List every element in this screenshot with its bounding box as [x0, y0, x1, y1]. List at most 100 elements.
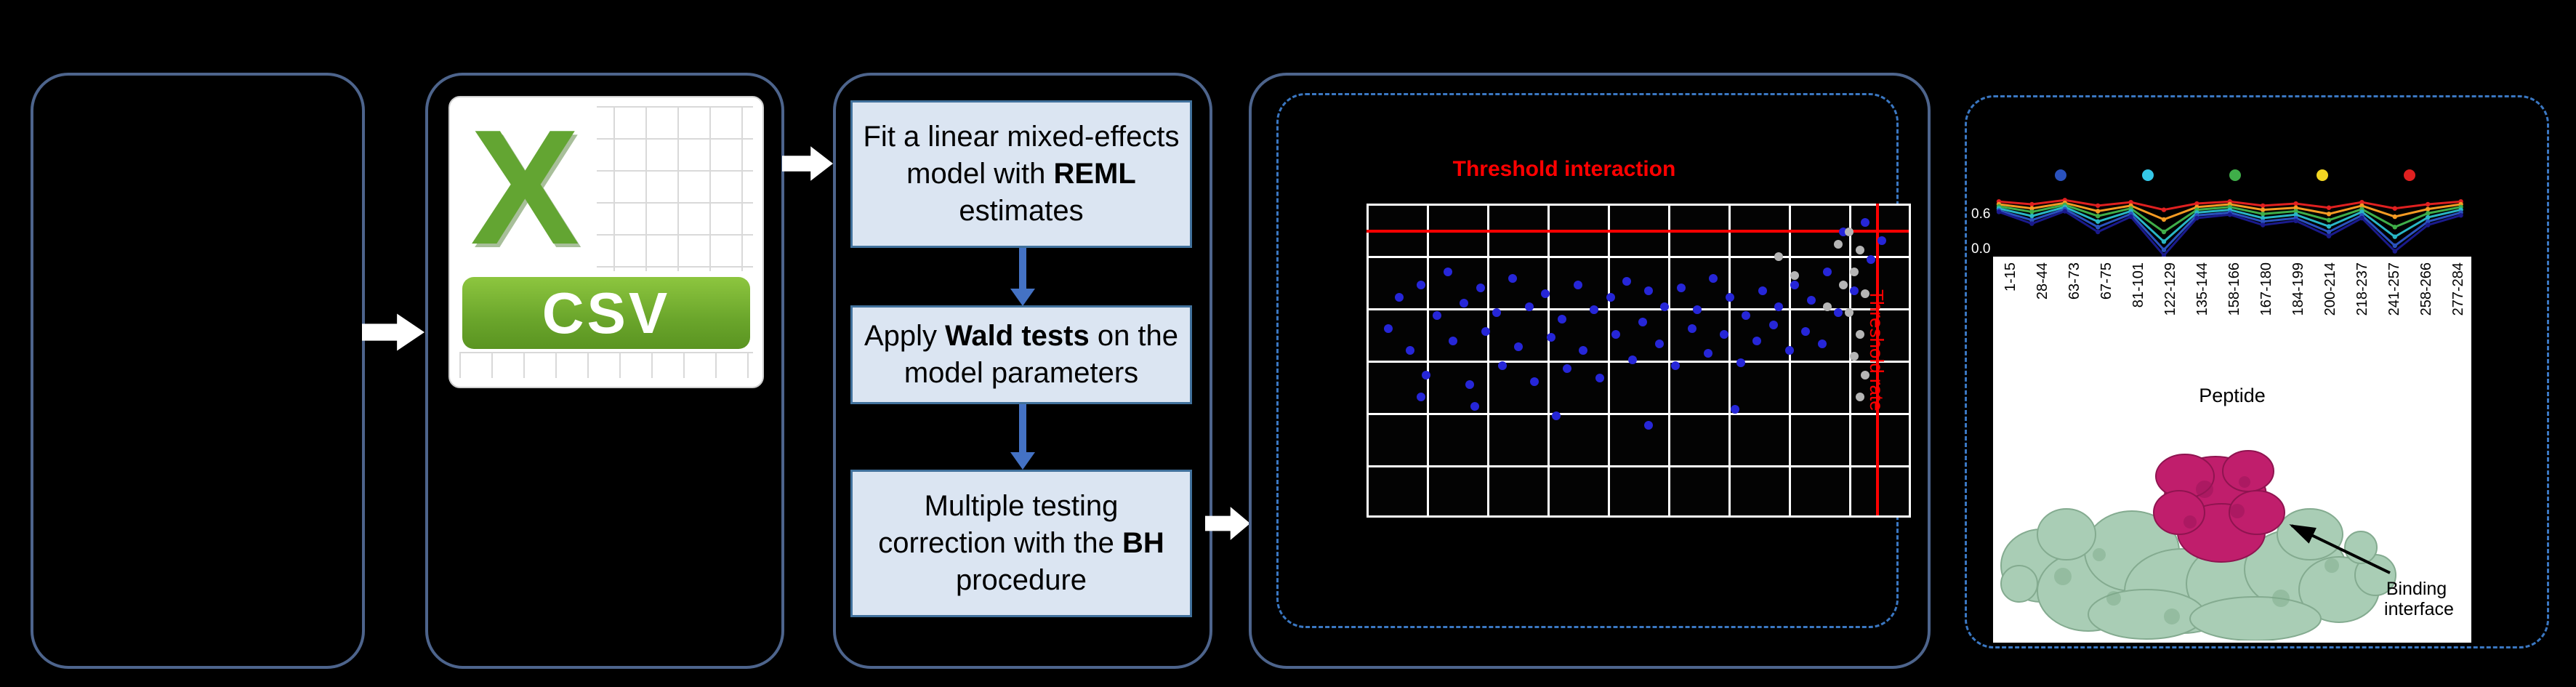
- peptide-point: [2194, 201, 2199, 206]
- peptide-tick-label: 28-44: [2034, 262, 2050, 300]
- scatter-point-interaction: [1774, 302, 1783, 311]
- peptide-point: [2293, 205, 2298, 210]
- legend-dot: [2404, 169, 2415, 181]
- scatter-point-interaction: [1687, 324, 1696, 333]
- process-text: Multiple testing correction with the BH …: [858, 488, 1184, 600]
- peptide-point: [2359, 199, 2364, 205]
- peptide-point: [2161, 253, 2167, 258]
- scatter-point-interaction: [1508, 273, 1518, 283]
- peptide-point: [2161, 239, 2167, 244]
- peptide-point: [2062, 209, 2067, 214]
- scatter-point-interaction: [1465, 379, 1474, 389]
- peptide-tick-label: 277-284: [2450, 262, 2466, 316]
- scatter-point-interaction: [1693, 305, 1702, 314]
- scatter-point-interaction: [1432, 311, 1441, 321]
- scatter-point-interaction: [1541, 289, 1550, 299]
- scatter-point-interaction: [1563, 364, 1572, 374]
- peptide-point: [2227, 212, 2232, 217]
- peptide-point: [2458, 213, 2463, 218]
- peptide-point: [2392, 243, 2397, 249]
- peptide-point: [2392, 249, 2397, 254]
- peptide-point: [2359, 209, 2364, 214]
- text-bold: Wald tests: [945, 319, 1090, 352]
- scatter-point-interaction: [1742, 311, 1751, 321]
- peptide-point: [2161, 217, 2167, 222]
- scatter-point-interaction: [1731, 405, 1740, 414]
- peptide-tick-label: 241-257: [2386, 262, 2402, 316]
- text-segment: Multiple testing correction with the: [878, 489, 1122, 559]
- annotation-line2: interface: [2384, 599, 2454, 619]
- peptide-point: [2293, 209, 2298, 214]
- text-segment: procedure: [955, 564, 1087, 597]
- legend-dot: [2317, 169, 2328, 181]
- scatter-point-interaction: [1383, 324, 1393, 333]
- process-text: Fit a linear mixed-effects model with RE…: [858, 118, 1184, 230]
- peptide-tick-label: 67-75: [2098, 262, 2114, 300]
- spreadsheet-grid-icon: [581, 105, 754, 271]
- peptide-point: [2096, 219, 2101, 224]
- statistics-panel: Fit a linear mixed-effects model with RE…: [833, 73, 1212, 669]
- scatter-point-interaction: [1497, 361, 1507, 371]
- scatter-point-interaction: [1590, 305, 1599, 314]
- peptide-tick-label: 81-101: [2130, 262, 2146, 308]
- threshold-vline: [1876, 204, 1880, 515]
- scatter-point-interaction: [1676, 283, 1686, 292]
- text-segment: Apply: [864, 319, 946, 352]
- scatter-point-interaction: [1606, 292, 1615, 302]
- peptide-lines-svg: [1996, 169, 2463, 258]
- peptide-point: [2326, 233, 2332, 238]
- peptide-tick-label: 158-166: [2226, 262, 2242, 316]
- scatter-point-interaction: [1530, 377, 1539, 386]
- process-box-bh: Multiple testing correction with the BH …: [850, 470, 1192, 617]
- scatter-point-filtered: [1855, 246, 1864, 255]
- process-box-reml: Fit a linear mixed-effects model with RE…: [850, 100, 1192, 248]
- peptide-point: [2029, 213, 2034, 219]
- spreadsheet-grid-icon: [459, 352, 754, 379]
- peptide-tick-label: 122-129: [2162, 262, 2178, 316]
- scatter-point-interaction: [1877, 236, 1886, 246]
- scatter-title: Threshold interaction: [1452, 157, 1676, 181]
- scatter-point-interaction: [1861, 217, 1870, 227]
- scatter-point-filtered: [1790, 270, 1800, 280]
- scatter-point-interaction: [1476, 283, 1485, 292]
- scatter-point-filtered: [1774, 252, 1783, 261]
- scatter-point-filtered: [1855, 392, 1864, 401]
- scatter-point-interaction: [1394, 292, 1404, 302]
- peptide-point: [2029, 206, 2034, 211]
- flow-arrow-1: [362, 313, 424, 351]
- text-bold: REML: [1053, 157, 1136, 190]
- protein-structure-svg: Binding interface: [2000, 450, 2454, 640]
- peptide-point: [2161, 207, 2167, 212]
- scatter-point-interaction: [1703, 348, 1712, 358]
- process-connector-bar: [1019, 404, 1026, 454]
- peptide-point: [2261, 219, 2266, 224]
- scatter-point-interaction: [1806, 295, 1816, 305]
- csv-file-icon: X CSV: [448, 96, 764, 388]
- scatter-point-interaction: [1552, 411, 1561, 420]
- peptide-point: [2392, 214, 2397, 220]
- legend-dot: [2142, 169, 2154, 181]
- scatter-point-filtered: [1844, 227, 1853, 236]
- scatter-point-interaction: [1758, 286, 1767, 296]
- peptide-point: [2261, 212, 2266, 217]
- threshold-rate-label: Threshold rate: [1866, 289, 1888, 411]
- scatter-point-interaction: [1470, 401, 1480, 411]
- scatter-point-filtered: [1850, 268, 1859, 277]
- peptide-tick-label: 258-266: [2418, 262, 2434, 316]
- peptide-point: [2096, 213, 2101, 219]
- peptide-point: [2161, 247, 2167, 252]
- binding-interface-arrow-icon: [2289, 524, 2391, 574]
- scatter-point-interaction: [1460, 299, 1469, 308]
- scatter-point-interaction: [1638, 318, 1648, 327]
- scatter-point-interaction: [1622, 277, 1632, 286]
- peptide-point: [2029, 217, 2034, 223]
- scatter-point-interaction: [1817, 340, 1827, 349]
- scatter-point-interaction: [1850, 286, 1859, 296]
- peptide-point: [2096, 229, 2101, 235]
- scatter-point-interaction: [1405, 345, 1414, 355]
- scatter-point-filtered: [1850, 352, 1859, 361]
- peptide-point: [1996, 209, 2002, 214]
- pep-ytick-top: 0.6: [1971, 206, 1991, 222]
- scatter-point-interaction: [1834, 308, 1843, 318]
- scatter-point-interaction: [1513, 342, 1523, 352]
